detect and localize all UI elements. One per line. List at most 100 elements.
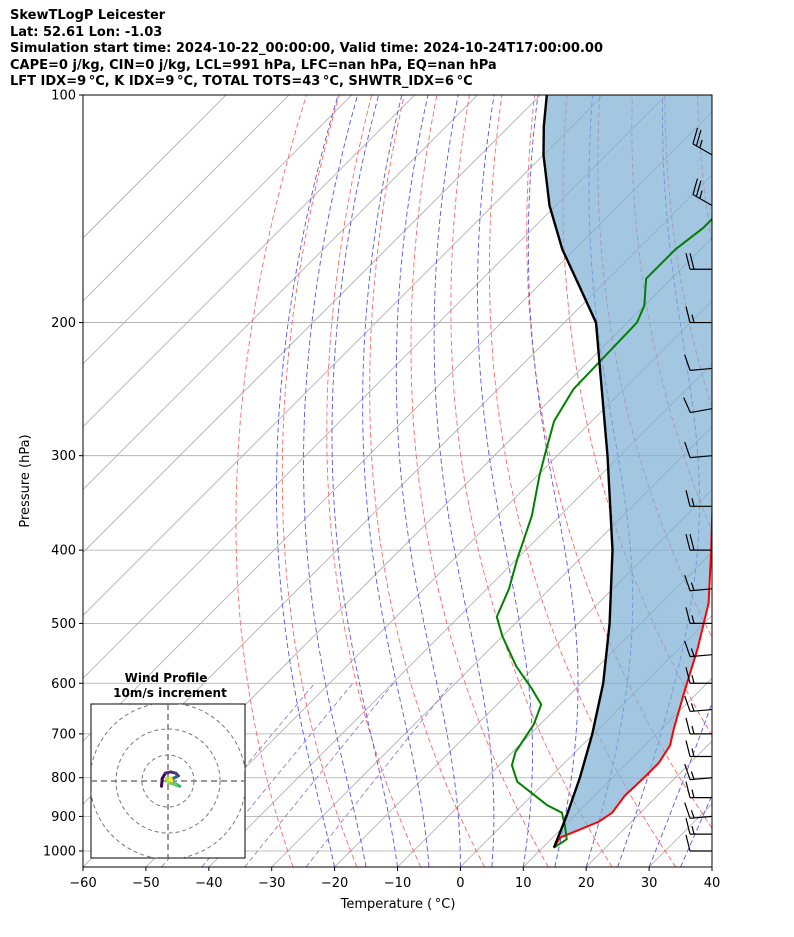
isotherm-line xyxy=(83,95,604,616)
barb-flag xyxy=(685,306,691,323)
y-tick-label: 700 xyxy=(51,727,76,742)
barb-flag xyxy=(695,180,702,197)
barb-flag xyxy=(685,667,691,684)
wind-barb xyxy=(685,817,712,835)
wind-barb xyxy=(685,717,712,735)
hodograph-subtitle: 10m/s increment xyxy=(113,686,227,700)
title-line-station: SkewTLogP Leicester xyxy=(10,8,166,23)
barb-staff xyxy=(690,408,713,414)
isotherm-line xyxy=(397,551,712,867)
x-axis-label: Temperature ( °C) xyxy=(340,897,456,912)
dewpoint-profile xyxy=(495,217,712,849)
x-tick-label: 30 xyxy=(641,876,658,891)
dry-adiabat-line xyxy=(369,95,485,867)
wind-barb xyxy=(685,490,712,507)
wind-barb xyxy=(683,397,713,414)
isotherm-line xyxy=(711,866,712,867)
barb-staff xyxy=(690,455,713,459)
barb-half-flag xyxy=(691,748,695,757)
barb-flag xyxy=(685,534,691,551)
barb-flag xyxy=(685,253,691,270)
isotherm-line xyxy=(83,95,478,491)
barb-flag xyxy=(695,129,702,147)
barb-half-flag xyxy=(691,675,695,684)
title-line-cape: CAPE=0 j/kg, CIN=0 j/kg, LCL=991 hPa, LF… xyxy=(10,57,497,73)
y-tick-label: 600 xyxy=(51,677,76,692)
y-axis: 100 200 300 400 500 600 700 800 900 1000 xyxy=(43,89,83,859)
moist-adiabat-line xyxy=(331,95,398,867)
title-line-times: Simulation start time: 2024-10-22_00:00:… xyxy=(10,41,603,56)
isotherm-line xyxy=(83,95,353,365)
mixing-ratio-line xyxy=(244,683,394,867)
isotherm-line xyxy=(83,95,290,302)
parcel-profile xyxy=(542,95,614,849)
barb-flag xyxy=(692,127,699,145)
barb-flag xyxy=(685,717,691,735)
x-tick-label: −30 xyxy=(258,876,285,891)
barb-flag xyxy=(684,354,691,371)
dry-adiabat-line xyxy=(235,95,307,867)
wind-barb xyxy=(685,306,712,324)
barb-flag xyxy=(685,781,691,798)
x-tick-label: −10 xyxy=(384,876,411,891)
y-tick-label: 100 xyxy=(51,89,76,104)
moist-adiabat-line xyxy=(303,95,367,867)
x-tick-label: −20 xyxy=(321,876,348,891)
dry-adiabat-line xyxy=(281,95,358,867)
isotherm-line xyxy=(83,95,667,679)
barb-half-flag xyxy=(691,789,695,798)
isotherm-line xyxy=(83,95,415,428)
y-tick-label: 800 xyxy=(51,771,76,786)
y-tick-label: 200 xyxy=(51,316,76,331)
barb-flag xyxy=(684,574,691,591)
dry-adiabat-line xyxy=(763,95,794,867)
wind-barb xyxy=(684,574,713,592)
wind-barb xyxy=(685,740,712,758)
title-line-location: Lat: 52.61 Lon: -1.03 xyxy=(10,24,163,40)
barb-flag xyxy=(685,740,691,757)
barb-half-flag xyxy=(699,139,703,149)
barb-flag xyxy=(685,607,691,624)
barb-half-flag xyxy=(690,809,695,819)
wind-barb xyxy=(684,763,713,781)
moist-adiabat-line xyxy=(433,95,495,867)
dry-adiabat-line xyxy=(410,95,549,867)
wind-barb xyxy=(692,127,713,156)
wind-barb xyxy=(684,802,713,819)
barb-half-flag xyxy=(690,582,695,591)
barb-flag xyxy=(683,397,691,413)
hodograph-segment xyxy=(169,776,174,783)
barb-half-flag xyxy=(691,825,695,835)
isotherm-line xyxy=(83,95,227,239)
x-tick-label: 20 xyxy=(578,876,595,891)
wind-barb xyxy=(692,178,713,206)
barb-flag xyxy=(685,817,691,835)
moist-adiabat-line xyxy=(362,95,430,867)
barb-flag xyxy=(684,763,691,780)
barb-flag xyxy=(685,490,691,507)
wind-barb xyxy=(685,607,712,625)
mixing-ratio-line xyxy=(161,683,316,867)
moist-adiabat-line xyxy=(648,701,712,867)
data-lines xyxy=(495,95,712,849)
x-axis: −60 −50 −40 −30 −20 −10 0 10 20 30 40 xyxy=(69,867,720,891)
title-line-indices: LFT IDX=9 °C, K IDX=9 °C, TOTAL TOTS=43 … xyxy=(10,74,473,89)
wind-barb xyxy=(684,441,713,459)
isotherm-line xyxy=(83,95,541,554)
barb-flag xyxy=(684,802,691,819)
isotherm-line xyxy=(460,614,712,867)
barb-half-flag xyxy=(691,314,695,323)
x-tick-label: −60 xyxy=(69,876,96,891)
dry-adiabat-line xyxy=(526,95,712,829)
wind-barb xyxy=(685,781,712,799)
dry-adiabat-line xyxy=(488,95,677,867)
mixing-ratio-line xyxy=(305,683,452,867)
barb-flag xyxy=(685,834,691,852)
x-tick-label: −40 xyxy=(195,876,222,891)
barb-half-flag xyxy=(690,771,695,780)
moist-adiabat-line xyxy=(617,95,700,867)
wind-barb xyxy=(685,667,712,684)
barb-flag xyxy=(692,178,699,195)
dry-adiabat-line xyxy=(450,95,613,867)
